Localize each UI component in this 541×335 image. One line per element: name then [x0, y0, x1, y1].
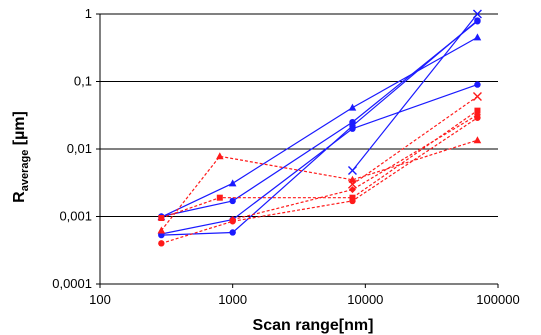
data-point: [158, 215, 165, 222]
data-point: [474, 107, 481, 114]
data-point: [349, 122, 356, 130]
data-point: [472, 91, 482, 101]
tick-labels: 0,0001 0,001 0,01 0,1 1 100 1000 10000 100000: [52, 6, 519, 307]
data-point: [228, 179, 237, 187]
series-4: [347, 9, 482, 176]
x-tick-label: 100: [89, 292, 111, 307]
series-0: [157, 33, 482, 221]
y-tick-label: 0,001: [59, 209, 92, 224]
series-line: [352, 96, 478, 185]
series-line: [161, 110, 478, 219]
series-9: [347, 91, 482, 189]
y-axis-label: Raverage [µm]: [11, 111, 31, 203]
series-line: [352, 13, 478, 171]
data-point: [473, 111, 481, 119]
data-point: [229, 197, 236, 205]
series-3: [158, 17, 481, 239]
series-5: [157, 136, 482, 234]
data-point: [349, 194, 356, 201]
data-point: [348, 186, 356, 194]
series-8: [229, 111, 481, 224]
data-point: [473, 33, 482, 41]
data-point: [347, 166, 357, 176]
data-point: [158, 240, 165, 247]
data-point: [347, 179, 357, 189]
series-line: [160, 139, 478, 231]
data-point: [474, 81, 481, 88]
data-point: [229, 216, 237, 224]
axes: [96, 13, 499, 288]
data-point: [472, 9, 482, 19]
series-1: [158, 18, 481, 220]
y-tick-label: 0,1: [74, 74, 92, 89]
series-line: [232, 114, 478, 221]
series-line: [161, 20, 478, 218]
data-point: [349, 197, 356, 205]
data-point: [473, 136, 482, 144]
y-tick-label: 1: [85, 6, 92, 21]
data-point: [474, 17, 481, 24]
data-point: [216, 194, 223, 201]
data-point: [216, 152, 224, 160]
y-axis-label-main: R: [11, 191, 28, 203]
series-7: [158, 114, 481, 247]
y-tick-label: 0,0001: [52, 276, 92, 291]
series-group: [157, 9, 482, 247]
series-line: [161, 36, 478, 218]
y-tick-label: 0,01: [67, 141, 92, 156]
y-axis-label-unit: [µm]: [11, 111, 28, 150]
x-axis-label: Scan range[nm]: [253, 317, 374, 334]
data-point: [229, 229, 236, 236]
series-6: [158, 107, 481, 222]
x-tick-label: 1000: [218, 292, 247, 307]
data-point: [348, 175, 357, 183]
x-tick-label: 100000: [476, 292, 519, 307]
data-point: [157, 226, 166, 234]
data-point: [348, 103, 357, 111]
x-tick-label: 10000: [347, 292, 383, 307]
series-line: [161, 117, 478, 244]
series-line: [161, 84, 478, 235]
series-2: [158, 81, 481, 238]
y-axis-label-sub: average: [19, 150, 31, 192]
grid: [100, 13, 498, 217]
series-line: [161, 20, 478, 236]
